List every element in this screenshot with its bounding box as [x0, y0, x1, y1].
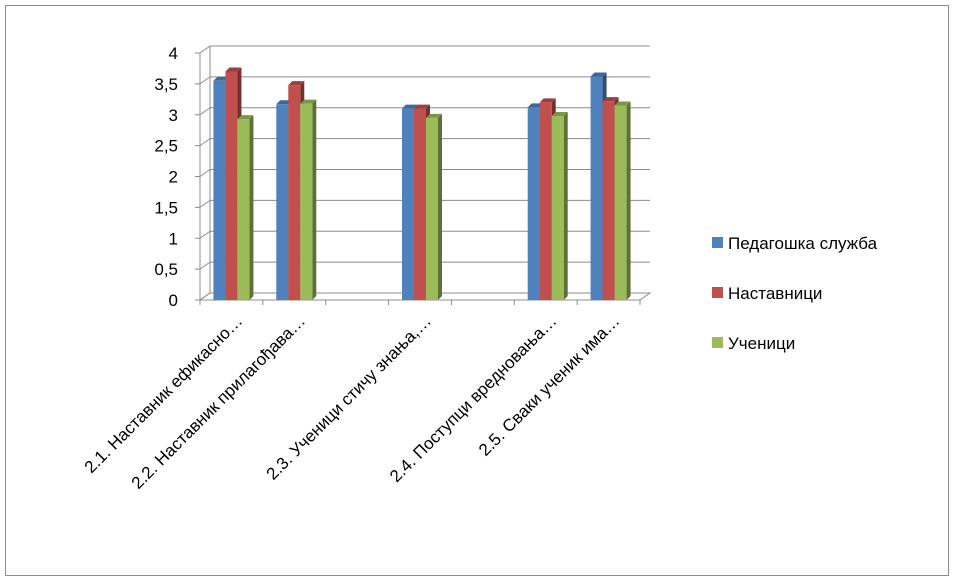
y-tick-label: 2	[169, 168, 178, 187]
bar-top	[602, 97, 619, 102]
bar	[551, 111, 568, 300]
bar-front	[288, 85, 301, 300]
legend: Педагошка служба Наставници Ученици	[712, 234, 878, 353]
bar-front	[539, 102, 552, 301]
bar-front	[527, 107, 540, 300]
gridline-side	[199, 107, 211, 116]
y-tick-label: 1,5	[154, 198, 178, 217]
bar-top	[590, 72, 607, 77]
y-tick-label: 1	[169, 229, 178, 248]
legend-label: Наставници	[728, 284, 822, 303]
gridline-side	[199, 199, 211, 208]
bar-top	[614, 101, 631, 106]
bars	[213, 67, 631, 301]
legend-swatch	[712, 337, 723, 348]
bar-side	[438, 113, 442, 301]
bar-top	[300, 99, 317, 104]
legend-label: Педагошка служба	[728, 234, 878, 253]
chart-frame	[5, 5, 949, 576]
bar-front	[213, 80, 226, 300]
bar-front	[602, 101, 615, 300]
chart-floor	[198, 292, 652, 301]
legend-swatch	[712, 237, 723, 248]
bar-top	[402, 104, 418, 109]
bar-front	[551, 115, 564, 300]
bar	[300, 99, 317, 300]
gridline-side	[199, 169, 211, 177]
bar	[614, 101, 631, 300]
bar-top	[414, 104, 430, 109]
bar	[237, 115, 254, 300]
legend-label: Ученици	[728, 334, 795, 353]
legend-swatch	[712, 287, 723, 298]
bar-top	[288, 81, 305, 86]
bar-top	[539, 98, 556, 103]
bar-side	[249, 115, 254, 300]
bar-top	[426, 113, 442, 118]
gridline-side	[199, 76, 211, 85]
y-tick-label: 3	[169, 106, 178, 125]
bar	[426, 113, 442, 301]
bar-side	[563, 111, 568, 300]
bar-front	[300, 103, 313, 300]
gridline-side	[199, 45, 211, 54]
bar-front	[402, 108, 414, 300]
bar-front	[237, 119, 250, 300]
gridline-side	[199, 138, 211, 147]
bar-front	[614, 105, 627, 300]
bar-side	[626, 101, 631, 300]
bar-top	[225, 67, 242, 72]
bar-top	[551, 111, 568, 116]
gridline-side	[199, 261, 211, 270]
bar-front	[225, 71, 238, 301]
bar-front	[414, 108, 426, 300]
bar-front	[426, 117, 438, 301]
bar-side	[312, 99, 317, 300]
bar-front	[276, 104, 289, 300]
bar-top	[237, 115, 254, 120]
gridline-side	[199, 230, 211, 239]
y-tick-label: 4	[169, 44, 178, 63]
bar-front	[590, 76, 603, 300]
y-tick-label: 0,5	[154, 260, 178, 279]
y-tick-label: 3,5	[154, 75, 178, 94]
y-tick-label: 2,5	[154, 137, 178, 156]
y-tick-label: 0	[169, 291, 178, 310]
